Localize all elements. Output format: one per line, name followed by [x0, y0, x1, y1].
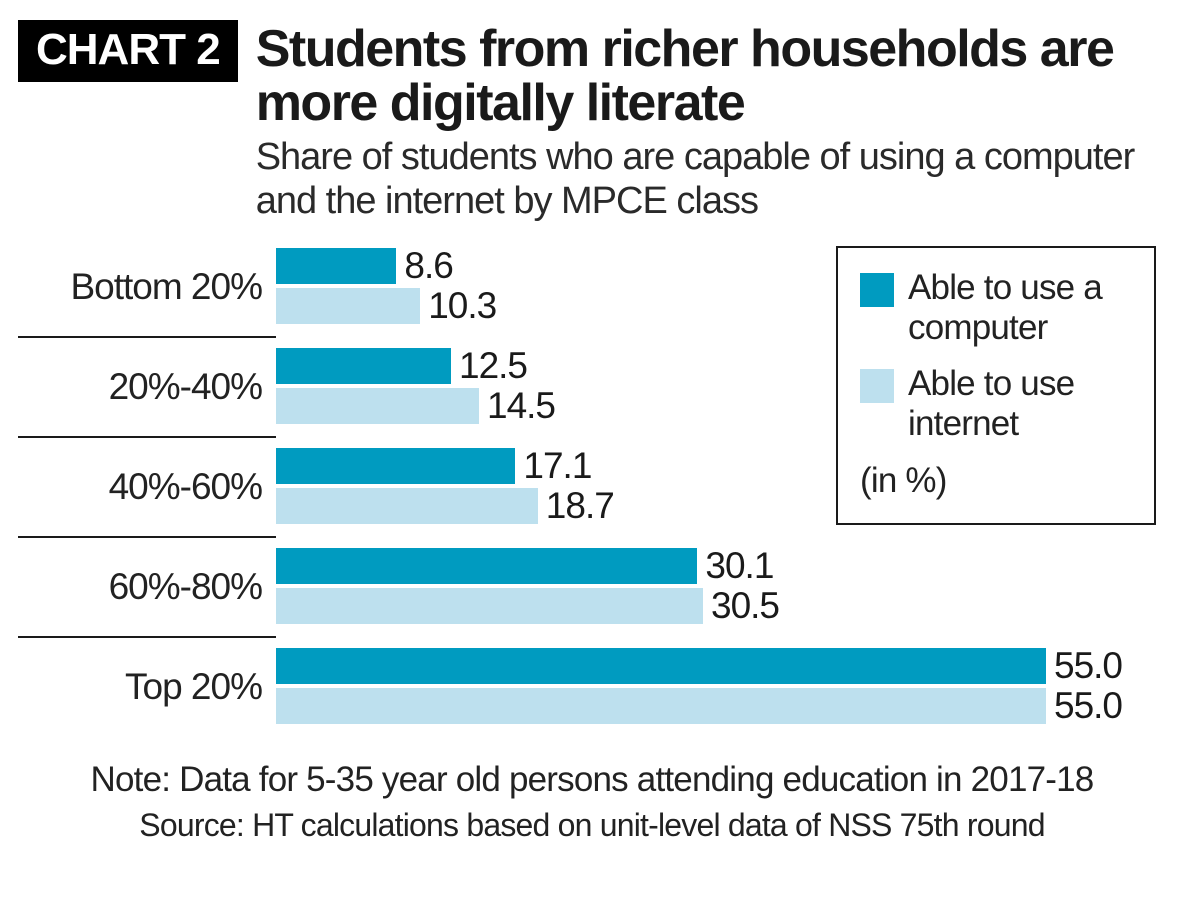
bar-cell: 18.7 — [276, 485, 1166, 527]
category-group: 40%-60%17.118.7 — [18, 446, 1166, 536]
bar-internet — [276, 588, 703, 624]
bar-row-computer: 20%-40%12.5 — [18, 346, 1166, 386]
value-label-computer: 8.6 — [404, 245, 452, 287]
chart-footnote: Note: Data for 5-35 year old persons att… — [18, 756, 1166, 803]
category-label: 60%-80% — [18, 566, 276, 608]
value-label-computer: 30.1 — [705, 545, 773, 587]
chart-subtitle: Share of students who are capable of usi… — [256, 136, 1166, 223]
category-label: Top 20% — [18, 666, 276, 708]
bar-cell: 17.1 — [276, 445, 1166, 487]
category-divider — [18, 336, 276, 338]
bar-internet — [276, 688, 1046, 724]
category-divider — [18, 436, 276, 438]
category-group: Bottom 20%8.610.3 — [18, 246, 1166, 336]
bar-cell: 14.5 — [276, 385, 1166, 427]
bar-cell: 55.0 — [276, 685, 1166, 727]
bar-cell: 8.6 — [276, 245, 1166, 287]
bar-internet — [276, 288, 420, 324]
value-label-computer: 12.5 — [459, 345, 527, 387]
chart-badge: CHART 2 — [18, 20, 238, 82]
category-label: 20%-40% — [18, 366, 276, 408]
value-label-computer: 17.1 — [523, 445, 591, 487]
header-row: CHART 2 Students from richer households … — [18, 20, 1166, 224]
bar-computer — [276, 648, 1046, 684]
bar-computer — [276, 548, 697, 584]
bar-internet — [276, 388, 479, 424]
chart-title: Students from richer households are more… — [256, 22, 1166, 130]
chart-source: Source: HT calculations based on unit-le… — [18, 807, 1166, 844]
category-label: 40%-60% — [18, 466, 276, 508]
bar-computer — [276, 248, 396, 284]
chart-area: Able to use a computer Able to use inter… — [18, 246, 1166, 730]
bar-cell: 10.3 — [276, 285, 1166, 327]
category-group: Top 20%55.055.0 — [18, 646, 1166, 730]
category-label: Bottom 20% — [18, 266, 276, 308]
category-divider — [18, 636, 276, 638]
bar-computer — [276, 448, 515, 484]
chart-container: CHART 2 Students from richer households … — [0, 0, 1194, 862]
bar-internet — [276, 488, 538, 524]
value-label-internet: 55.0 — [1054, 685, 1122, 727]
bar-computer — [276, 348, 451, 384]
title-block: Students from richer households are more… — [256, 20, 1166, 224]
bar-row-computer: Top 20%55.0 — [18, 646, 1166, 686]
bar-row-computer: Bottom 20%8.6 — [18, 246, 1166, 286]
category-group: 60%-80%30.130.5 — [18, 546, 1166, 636]
value-label-internet: 30.5 — [711, 585, 779, 627]
bar-cell: 55.0 — [276, 645, 1166, 687]
bar-row-computer: 60%-80%30.1 — [18, 546, 1166, 586]
bar-cell: 30.5 — [276, 585, 1166, 627]
bar-row-computer: 40%-60%17.1 — [18, 446, 1166, 486]
value-label-computer: 55.0 — [1054, 645, 1122, 687]
bar-cell: 12.5 — [276, 345, 1166, 387]
value-label-internet: 10.3 — [428, 285, 496, 327]
bars-region: Bottom 20%8.610.320%-40%12.514.540%-60%1… — [18, 246, 1166, 730]
bar-cell: 30.1 — [276, 545, 1166, 587]
category-divider — [18, 536, 276, 538]
category-group: 20%-40%12.514.5 — [18, 346, 1166, 436]
value-label-internet: 14.5 — [487, 385, 555, 427]
value-label-internet: 18.7 — [546, 485, 614, 527]
